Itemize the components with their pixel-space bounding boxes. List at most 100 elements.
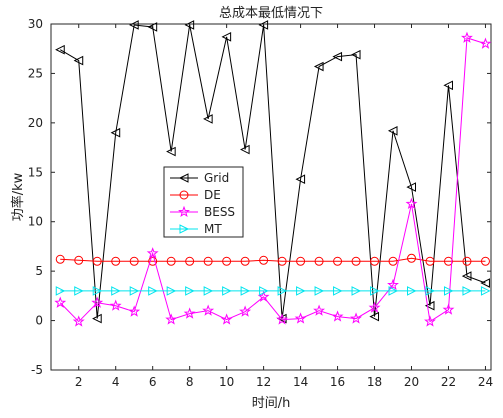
data-point-mt [74, 286, 84, 296]
series-line-de [60, 257, 486, 262]
data-point-bess [257, 290, 270, 302]
data-point-bess [442, 303, 455, 315]
data-point-grid [295, 174, 306, 185]
data-point-bess [405, 197, 418, 209]
data-point-de [425, 256, 435, 266]
data-point-grid [129, 20, 139, 30]
data-point-grid [258, 20, 269, 30]
x-tick-label: 16 [330, 375, 345, 389]
data-point-mt [333, 286, 343, 296]
data-point-mt [240, 286, 251, 296]
data-point-bess [479, 37, 492, 49]
data-point-mt [222, 286, 232, 296]
data-point-bess [387, 278, 399, 291]
x-tick-label: 22 [441, 375, 456, 389]
data-point-bess [202, 304, 215, 316]
data-point-bess [220, 313, 233, 325]
data-point-grid [147, 22, 158, 32]
data-point-grid [387, 125, 398, 136]
legend-item-bess: BESS [170, 205, 235, 219]
data-point-bess [54, 296, 67, 308]
legend-label-de: DE [204, 188, 221, 202]
data-point-grid [92, 313, 102, 324]
data-point-de [166, 256, 176, 266]
data-point-mt [388, 286, 399, 296]
data-point-de [370, 256, 380, 266]
data-point-de [240, 256, 250, 266]
data-point-grid [221, 32, 232, 42]
data-point-grid [55, 44, 65, 55]
x-tick-label: 12 [256, 375, 271, 389]
data-point-grid [406, 182, 417, 192]
data-point-grid [443, 80, 453, 91]
data-point-de [185, 256, 195, 266]
data-point-bess [313, 304, 326, 316]
legend-box [163, 166, 244, 238]
data-point-de [407, 253, 417, 263]
data-point-mt [296, 286, 306, 296]
x-axis-title: 时间/h [252, 396, 291, 411]
data-point-bess [128, 305, 141, 317]
data-point-de [111, 256, 121, 266]
y-tick-label: 20 [28, 116, 43, 130]
legend-item-grid: Grid [170, 171, 229, 185]
legend-label-mt: MT [204, 222, 222, 236]
data-point-de [259, 255, 269, 265]
data-point-bess [368, 301, 381, 313]
data-point-mt [407, 286, 417, 296]
data-point-grid [480, 278, 490, 288]
data-point-mt [166, 286, 177, 296]
series-de [55, 253, 490, 266]
data-point-grid [110, 127, 121, 138]
x-tick-label: 6 [149, 375, 157, 389]
x-tick-label: 24 [478, 375, 493, 389]
data-point-de [92, 256, 102, 266]
series-layer [54, 20, 492, 327]
y-axis-title: 功率/kw [10, 172, 26, 221]
data-point-bess [183, 307, 196, 319]
series-line-bess [59, 37, 486, 323]
data-point-bess [165, 313, 178, 325]
data-point-bess [350, 312, 362, 324]
y-tick-label: 10 [28, 215, 43, 229]
data-point-de [203, 256, 213, 266]
data-point-bess [331, 310, 344, 322]
data-point-grid [166, 146, 176, 157]
data-point-grid [350, 49, 361, 60]
data-point-grid [203, 114, 213, 124]
x-tick-label: 20 [404, 375, 419, 389]
data-point-grid [313, 61, 324, 72]
data-point-mt [370, 286, 380, 296]
legend-swatch-marker-mt [179, 224, 190, 234]
data-point-bess [72, 315, 85, 327]
data-point-de [222, 256, 232, 266]
plot-area [50, 23, 492, 371]
data-point-bess [461, 31, 473, 43]
data-point-de [351, 256, 361, 266]
legend: Grid DE BESS MT [163, 166, 244, 238]
data-point-mt [259, 286, 269, 296]
data-point-grid [369, 311, 380, 322]
y-tick-label: 0 [35, 314, 43, 328]
data-point-mt [351, 286, 362, 296]
y-axis-tick-labels: -5 0 5 10 15 20 25 30 [28, 17, 43, 377]
data-point-mt [443, 286, 454, 296]
legend-label-grid: Grid [204, 171, 229, 185]
data-point-mt [425, 286, 436, 296]
data-point-de [55, 254, 65, 264]
x-tick-label: 2 [75, 375, 83, 389]
data-point-mt [185, 286, 195, 296]
legend-label-bess: BESS [204, 205, 235, 219]
legend-swatch-marker-bess [178, 205, 190, 218]
data-point-bess [91, 296, 104, 308]
data-point-de [74, 255, 84, 265]
data-point-grid [73, 55, 84, 66]
data-point-mt [92, 286, 103, 296]
x-tick-label: 8 [186, 375, 194, 389]
data-point-bess [146, 247, 159, 259]
data-point-de [148, 256, 158, 266]
legend-item-de: DE [170, 188, 221, 202]
data-point-mt [55, 286, 66, 296]
